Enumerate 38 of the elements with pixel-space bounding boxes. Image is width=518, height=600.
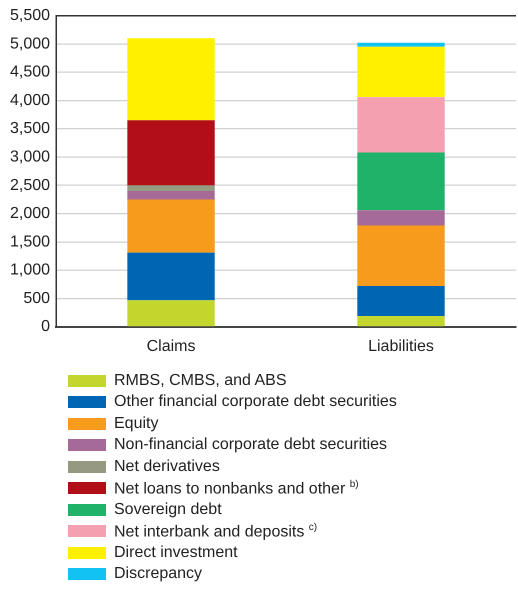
bar: [127, 252, 215, 300]
bar: [127, 199, 215, 253]
bar: [357, 226, 445, 286]
y-tick-label: 0: [41, 318, 50, 336]
legend-label: Non-financial corporate debt securities: [114, 436, 388, 454]
y-tick-label: 5,500: [10, 7, 50, 24]
y-tick-label: 3,000: [10, 148, 50, 166]
y-tick-label: 4,500: [10, 64, 50, 81]
legend-label: Net loans to nonbanks and other $^{b)}$: [114, 478, 359, 498]
y-tick-label: 3,500: [10, 120, 50, 138]
y-tick-label: 4,000: [10, 92, 50, 109]
bar: [127, 191, 215, 200]
y-tick-label: 2,000: [10, 205, 50, 222]
bar: [357, 286, 445, 316]
y-tick-label: 5,000: [10, 35, 50, 52]
y-tick-label: 2,500: [10, 176, 50, 194]
legend-label: Other financial corporate debt securities: [114, 393, 397, 412]
x-tick-label: Liabilities: [368, 338, 434, 355]
y-tick-label: 1,000: [10, 262, 50, 279]
bar: [357, 210, 445, 226]
bar: [357, 97, 445, 153]
bar: [127, 185, 215, 192]
legend-label: Direct investment: [114, 544, 238, 562]
bar: [127, 300, 215, 326]
legend-label: Discrepancy: [114, 565, 202, 584]
legend-label: Equity: [114, 414, 158, 433]
bar: [357, 46, 445, 98]
bar: [357, 152, 445, 210]
bar: [127, 120, 215, 186]
bar: [127, 38, 215, 120]
y-tick-label: 1,500: [10, 233, 50, 250]
legend-label: Sovereign debt: [114, 500, 222, 519]
y-tick-label: 500: [23, 290, 50, 307]
legend-label: Net interbank and deposits $^{c)}$: [114, 522, 318, 541]
legend-label: Net derivatives: [114, 458, 220, 476]
x-tick-label: Claims: [146, 338, 196, 355]
legend-label: RMBS, CMBS, and ABS: [114, 372, 287, 390]
bar: [357, 316, 445, 326]
